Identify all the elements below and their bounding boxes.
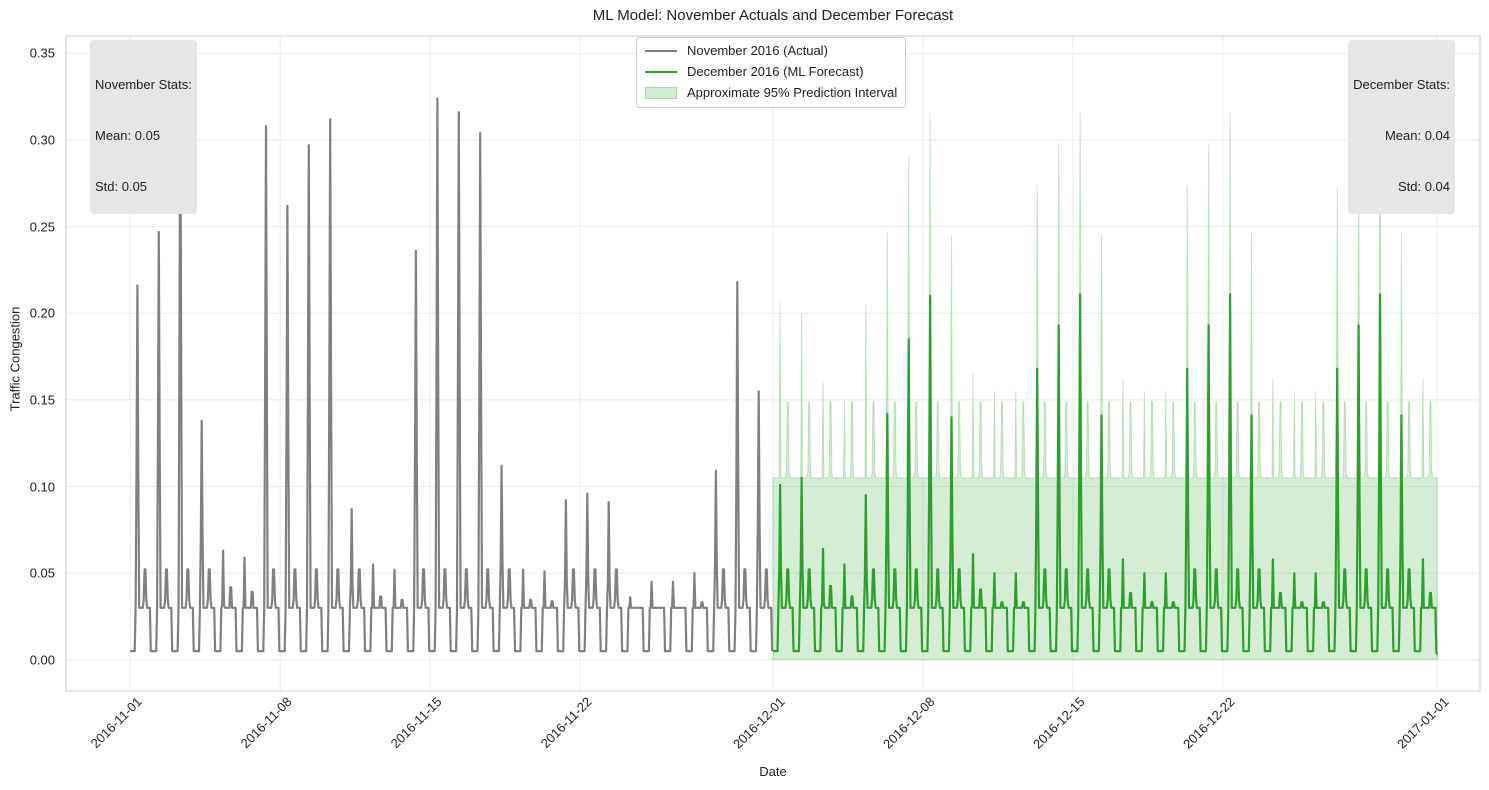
november-stats-mean: Mean: 0.05: [95, 128, 161, 143]
y-tick-label: 0.05: [29, 565, 55, 581]
legend-item-actual: November 2016 (Actual): [645, 40, 897, 61]
legend-swatch-actual: [645, 49, 677, 52]
november-stats-std: Std: 0.05: [95, 179, 148, 194]
chart-legend: November 2016 (Actual) December 2016 (ML…: [636, 37, 907, 108]
legend-item-forecast: December 2016 (ML Forecast): [645, 61, 897, 82]
november-stats-box: November Stats: Mean: 0.05 Std: 0.05: [90, 40, 197, 214]
prediction-interval-area: [772, 112, 1438, 661]
y-tick-label: 0.20: [29, 305, 55, 321]
chart-title: ML Model: November Actuals and December …: [592, 7, 954, 24]
december-stats-mean: Mean: 0.04: [1384, 128, 1450, 143]
y-tick-label: 0.00: [29, 652, 55, 668]
plot-frame: [65, 35, 1481, 692]
november-stats-heading: November Stats:: [95, 77, 192, 92]
december-stats-heading: December Stats:: [1353, 77, 1450, 92]
legend-label-forecast: December 2016 (ML Forecast): [687, 64, 864, 79]
series-lines: [130, 64, 1439, 655]
legend-swatch-forecast: [645, 70, 677, 73]
y-tick-label: 0.10: [29, 479, 55, 495]
grid-lines: [66, 36, 1480, 691]
november-actual-line: [130, 64, 774, 653]
y-tick-label: 0.15: [29, 392, 55, 408]
december-stats-box: December Stats: Mean: 0.04 Std: 0.04: [1348, 40, 1455, 214]
december-stats-std: Std: 0.04: [1397, 179, 1450, 194]
prediction-interval-band: [772, 112, 1438, 661]
december-forecast-line: [772, 293, 1439, 655]
y-tick-label: 0.30: [29, 132, 55, 148]
y-tick-label: 0.35: [29, 45, 55, 61]
legend-swatch-interval: [645, 86, 677, 99]
legend-label-actual: November 2016 (Actual): [687, 43, 828, 58]
legend-label-interval: Approximate 95% Prediction Interval: [687, 85, 898, 100]
y-tick-label: 0.25: [29, 219, 55, 235]
x-axis-label: Date: [759, 764, 787, 779]
legend-item-interval: Approximate 95% Prediction Interval: [645, 82, 897, 103]
y-axis-label: Traffic Congestion: [7, 306, 23, 412]
